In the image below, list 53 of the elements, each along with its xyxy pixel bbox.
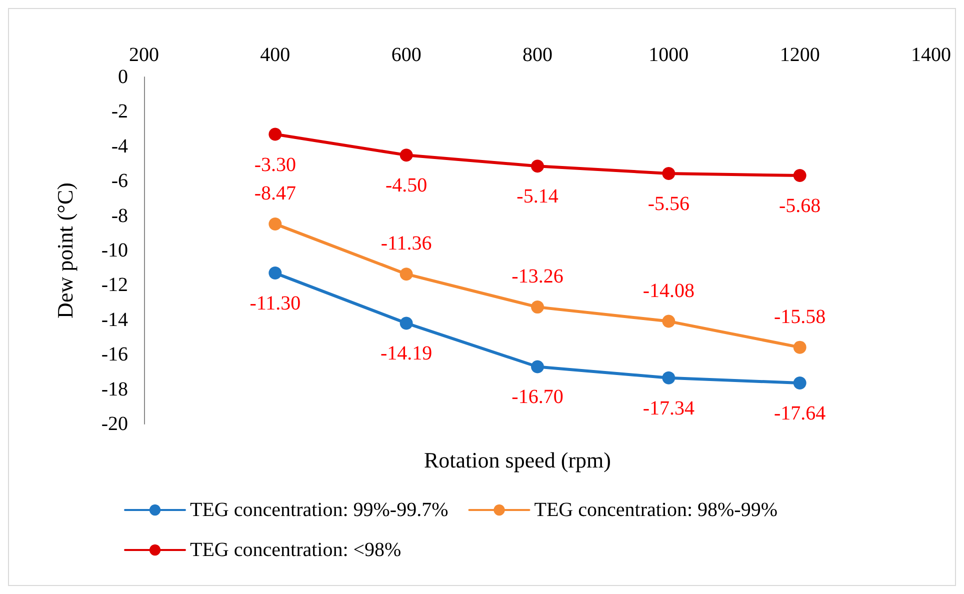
data-label: -13.26 xyxy=(512,266,564,288)
y-tick-label: -4 xyxy=(111,135,128,158)
y-tick-label: -18 xyxy=(101,378,128,400)
point xyxy=(400,148,413,162)
point xyxy=(268,266,282,280)
y-tick-label: -20 xyxy=(101,413,128,435)
point xyxy=(531,300,544,314)
legend-label: TEG concentration: <98% xyxy=(190,539,402,561)
y-tick-label: -2 xyxy=(111,100,128,123)
point xyxy=(662,371,676,384)
legend-label: TEG concentration: 99%-99.7% xyxy=(190,499,448,521)
y-tick-label: -14 xyxy=(101,308,128,331)
y-tick-label: -16 xyxy=(101,344,128,366)
data-label: -8.47 xyxy=(254,182,296,204)
data-label: -16.70 xyxy=(512,386,564,408)
point xyxy=(793,376,806,390)
point xyxy=(400,316,413,330)
point xyxy=(793,340,806,354)
x-tick-label: 1400 xyxy=(911,44,951,66)
data-label: -14.19 xyxy=(380,342,432,365)
y-tick-label: 0 xyxy=(118,66,128,88)
data-label: -11.36 xyxy=(380,232,432,255)
point xyxy=(268,128,282,141)
point xyxy=(268,217,282,230)
point xyxy=(662,314,676,328)
x-tick-label: 400 xyxy=(260,44,290,66)
data-label: -11.30 xyxy=(250,292,301,315)
data-label: -3.30 xyxy=(254,154,296,176)
data-label: -15.58 xyxy=(774,306,826,328)
point xyxy=(531,160,544,173)
data-label: -5.56 xyxy=(648,192,690,215)
x-tick-label: 600 xyxy=(391,44,422,66)
point xyxy=(662,166,676,180)
y-axis-title: Dew point (°C) xyxy=(52,182,78,318)
x-tick-label: 1200 xyxy=(780,44,820,66)
y-tick-label: -6 xyxy=(111,170,128,192)
y-tick-label: -8 xyxy=(111,204,128,227)
point xyxy=(400,268,413,281)
x-tick-label: 200 xyxy=(129,44,159,66)
data-label: -5.68 xyxy=(778,195,821,218)
data-label: -17.64 xyxy=(774,402,826,425)
x-axis-title: Rotation speed (rpm) xyxy=(424,448,611,472)
x-tick-label: 800 xyxy=(522,44,552,66)
data-label: -4.50 xyxy=(385,174,428,197)
data-label: -17.34 xyxy=(642,397,695,420)
point xyxy=(793,169,806,182)
legend-label: TEG concentration: 98%-99% xyxy=(534,499,778,521)
x-tick-label: 1000 xyxy=(648,44,689,66)
data-label: -5.14 xyxy=(516,186,558,208)
point xyxy=(531,360,544,374)
data-label: -14.08 xyxy=(642,280,695,302)
y-tick-label: -12 xyxy=(101,274,128,296)
y-tick-label: -10 xyxy=(101,240,128,262)
